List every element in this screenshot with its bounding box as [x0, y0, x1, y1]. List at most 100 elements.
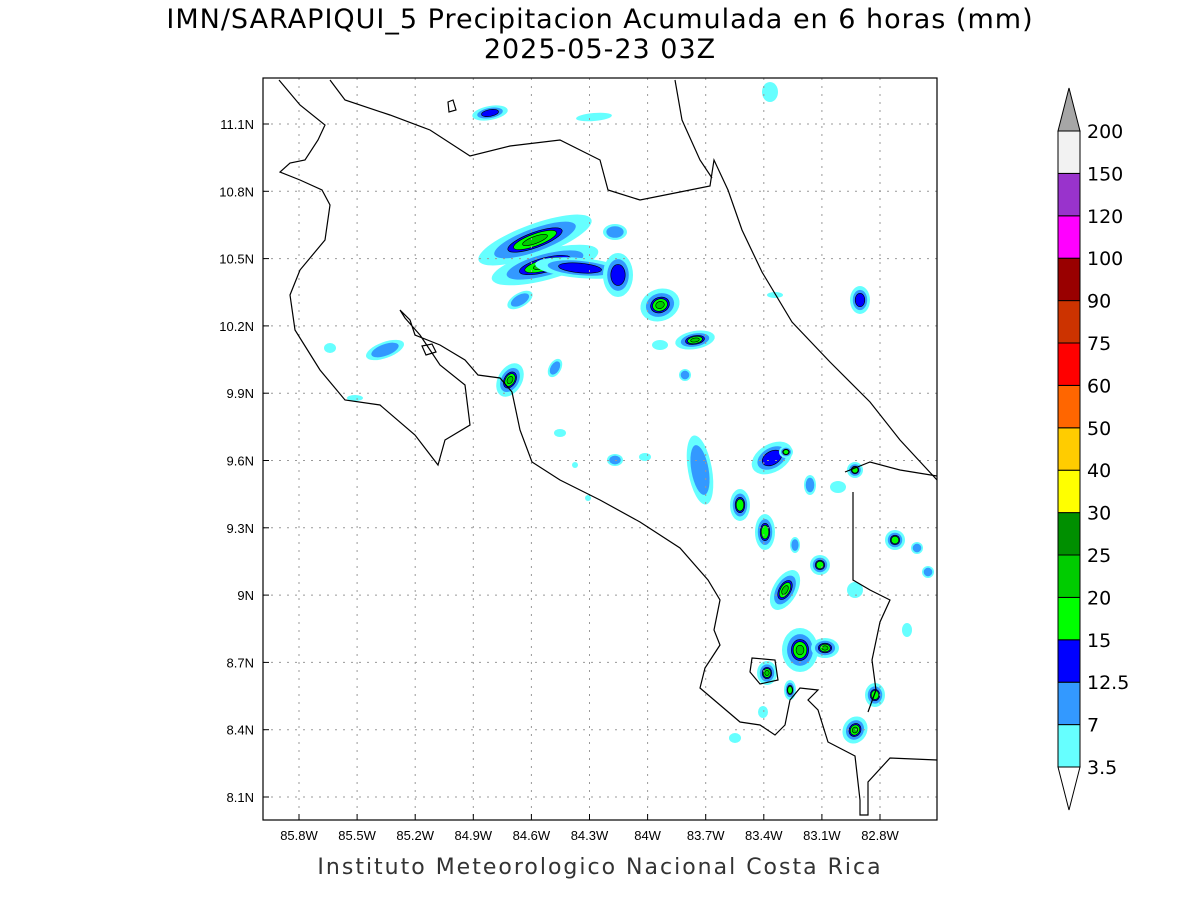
y-tick-label: 11.1N — [220, 117, 254, 132]
x-tick-label: 84.9W — [455, 828, 493, 843]
colorbar-segment — [1057, 427, 1081, 471]
precip-contour — [554, 429, 566, 437]
panama-border — [844, 461, 937, 477]
precip-contour — [767, 292, 783, 298]
precip-cell — [507, 290, 533, 310]
y-tick-label: 10.5N — [219, 252, 254, 267]
precip-cell — [366, 339, 404, 361]
colorbar-segment — [1057, 300, 1081, 344]
precip-contour — [787, 685, 793, 695]
colorbar-segment — [1057, 257, 1081, 302]
colorbar: 3.5 7 12.5 15 20 25 30 40 50 60 75 90 100 120 150 200 — [1057, 87, 1129, 811]
precip-contour — [815, 560, 825, 570]
precip-cell — [751, 441, 793, 475]
precip-contour — [758, 706, 768, 718]
colorbar-max-arrow — [1057, 87, 1081, 132]
x-tick-label: 83.7W — [687, 828, 725, 843]
y-tick-label: 9.6N — [227, 454, 254, 469]
precip-cell — [758, 706, 768, 718]
colorbar-segment — [1057, 596, 1081, 641]
precip-cell — [769, 570, 801, 610]
y-tick-label: 10.2N — [219, 319, 254, 334]
colorbar-segment — [1057, 681, 1081, 726]
y-tick-label: 8.4N — [227, 723, 254, 738]
x-tick-label: 82.8W — [861, 828, 899, 843]
precip-contour — [847, 582, 863, 598]
colorbar-segment — [1057, 554, 1081, 598]
y-tick-label: 8.7N — [227, 655, 254, 670]
colorbar-segment — [1057, 469, 1081, 514]
colorbar-label: 90 — [1087, 291, 1111, 313]
colorbar-segment — [1057, 512, 1081, 556]
gridlines — [263, 78, 937, 820]
precip-contour — [890, 535, 900, 545]
precip-contour — [781, 585, 789, 595]
precip-cell — [790, 537, 800, 553]
precip-cell — [847, 582, 863, 598]
precip-cell — [496, 363, 524, 397]
colorbar-label: 30 — [1087, 503, 1111, 525]
precip-cell — [554, 429, 566, 437]
precip-cell — [779, 446, 793, 458]
x-tick-label: 83.4W — [745, 828, 783, 843]
colorbar-label: 7 — [1087, 715, 1099, 737]
precip-cell — [804, 475, 816, 495]
x-tick-label: 85.8W — [280, 828, 318, 843]
precip-contour — [690, 445, 710, 495]
footer-credit: Instituto Meteorologico Nacional Costa R… — [317, 855, 883, 880]
precip-contour — [783, 449, 789, 455]
precip-contour — [506, 376, 514, 384]
coastlines — [278, 79, 937, 816]
precip-cell — [755, 514, 775, 550]
colorbar-label: 150 — [1087, 163, 1123, 185]
y-tick-label: 10.8N — [219, 184, 254, 199]
colorbar-label: 200 — [1087, 121, 1123, 143]
precip-contour — [510, 293, 530, 307]
precip-cell — [762, 82, 778, 102]
precip-contour — [690, 337, 700, 343]
precip-contour — [606, 226, 624, 238]
x-tick-label: 84W — [634, 828, 661, 843]
colorbar-label: 3.5 — [1087, 757, 1117, 779]
precip-cell — [830, 481, 846, 493]
plot-frame — [262, 77, 938, 821]
precip-contour — [764, 670, 770, 676]
map-title: IMN/SARAPIQUI_5 Precipitacion Acumulada … — [166, 4, 1034, 35]
precip-contour — [760, 524, 770, 540]
precip-contour — [821, 645, 829, 651]
precip-cell — [784, 680, 796, 700]
y-tick-label: 9.9N — [227, 386, 254, 401]
osa-lagoon — [749, 657, 779, 685]
colorbar-label: 25 — [1087, 545, 1111, 567]
map-valid-time: 2025-05-23 03Z — [483, 34, 717, 65]
precip-contour — [558, 262, 602, 274]
precip-contour — [522, 234, 548, 246]
island — [447, 99, 457, 113]
colorbar-segment — [1057, 172, 1081, 217]
precip-contour — [912, 543, 922, 553]
precip-cell — [686, 435, 714, 505]
colorbar-label: 40 — [1087, 460, 1111, 482]
precip-cell — [782, 628, 818, 672]
precip-contour — [549, 361, 561, 375]
precip-cell — [324, 343, 336, 353]
precip-contour — [854, 292, 866, 308]
precip-contour — [729, 733, 741, 743]
precip-contour — [902, 623, 912, 637]
precip-contour — [923, 567, 933, 577]
precip-contour — [735, 498, 745, 512]
precip-cell — [767, 292, 783, 298]
y-tick-label: 8.1N — [227, 790, 254, 805]
colorbar-label: 60 — [1087, 375, 1111, 397]
precip-contour — [639, 453, 651, 461]
precip-cell — [902, 623, 912, 637]
precip-cell — [347, 395, 363, 401]
pacific-coastline — [278, 79, 937, 816]
precip-cell — [576, 112, 612, 122]
precip-contour — [572, 462, 578, 468]
y-tick-label: 9N — [237, 588, 254, 603]
colorbar-label: 12.5 — [1087, 672, 1129, 694]
x-tick-label: 85.2W — [396, 828, 434, 843]
precip-cell — [652, 340, 668, 350]
